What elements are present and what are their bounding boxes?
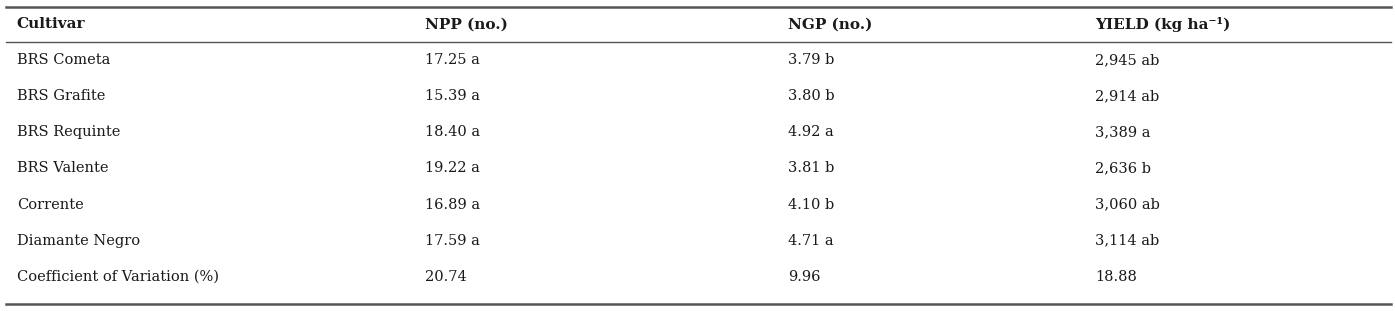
Text: 3,389 a: 3,389 a [1095,125,1151,139]
Text: 4.10 b: 4.10 b [788,198,834,212]
Text: BRS Cometa: BRS Cometa [17,53,110,67]
Text: NGP (no.): NGP (no.) [788,17,872,31]
Text: YIELD (kg ha⁻¹): YIELD (kg ha⁻¹) [1095,17,1230,32]
Text: BRS Valente: BRS Valente [17,161,109,175]
Text: 9.96: 9.96 [788,270,820,284]
Text: 4.92 a: 4.92 a [788,125,834,139]
Text: 18.88: 18.88 [1095,270,1137,284]
Text: 3.79 b: 3.79 b [788,53,834,67]
Text: 17.59 a: 17.59 a [425,234,480,248]
Text: 3.81 b: 3.81 b [788,161,834,175]
Text: 2,914 ab: 2,914 ab [1095,89,1159,103]
Text: 18.40 a: 18.40 a [425,125,481,139]
Text: 2,945 ab: 2,945 ab [1095,53,1159,67]
Text: Coefficient of Variation (%): Coefficient of Variation (%) [17,270,219,284]
Text: 3,114 ab: 3,114 ab [1095,234,1159,248]
Text: 17.25 a: 17.25 a [425,53,480,67]
Text: 16.89 a: 16.89 a [425,198,481,212]
Text: 19.22 a: 19.22 a [425,161,480,175]
Text: 3,060 ab: 3,060 ab [1095,198,1161,212]
Text: BRS Grafite: BRS Grafite [17,89,105,103]
Text: NPP (no.): NPP (no.) [425,17,508,31]
Text: 3.80 b: 3.80 b [788,89,834,103]
Text: Corrente: Corrente [17,198,84,212]
Text: 2,636 b: 2,636 b [1095,161,1151,175]
Text: Diamante Negro: Diamante Negro [17,234,140,248]
Text: 15.39 a: 15.39 a [425,89,480,103]
Text: 4.71 a: 4.71 a [788,234,834,248]
Text: Cultivar: Cultivar [17,17,85,31]
Text: 20.74: 20.74 [425,270,467,284]
Text: BRS Requinte: BRS Requinte [17,125,120,139]
